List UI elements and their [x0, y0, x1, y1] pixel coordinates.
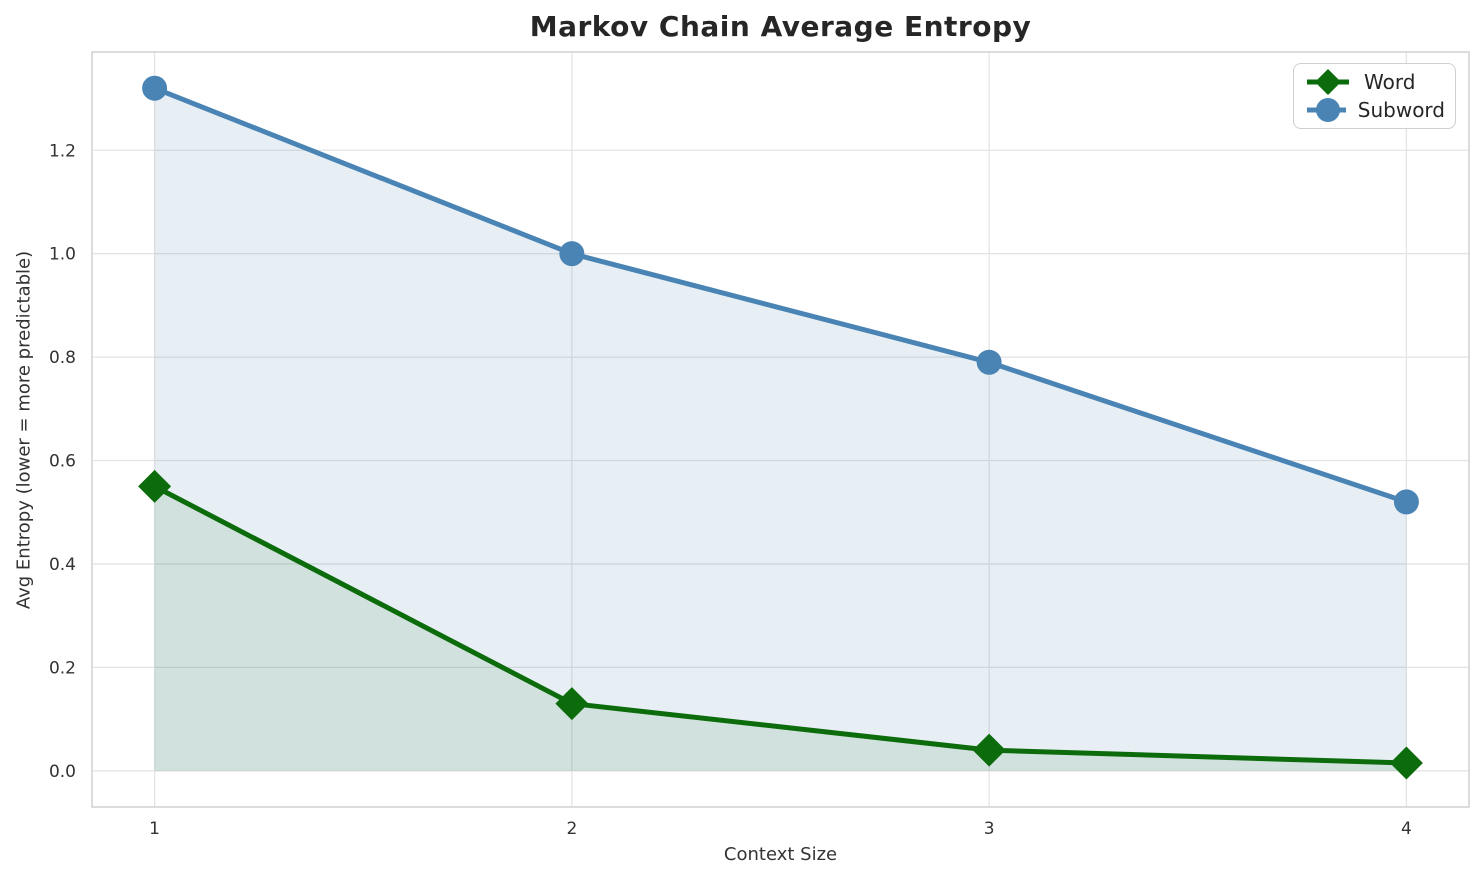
word-marker — [555, 687, 589, 721]
subword-marker — [559, 241, 585, 267]
y-tick-label: 0.0 — [49, 762, 76, 782]
legend-label-subword: Subword — [1357, 98, 1445, 122]
x-tick-label: 4 — [1401, 819, 1412, 839]
subword-circle-icon — [1307, 98, 1346, 122]
x-tick-label: 3 — [984, 819, 995, 839]
word-diamond-icon — [1307, 69, 1349, 95]
y-tick-label: 0.8 — [49, 348, 76, 368]
word-line — [152, 483, 1409, 766]
plot-frame — [91, 51, 1470, 808]
x-axis-label: Context Size — [723, 844, 838, 865]
subword-fill-area — [154, 88, 1407, 771]
chart-title: Markov Chain Average Entropy — [529, 10, 1032, 43]
word-marker — [138, 469, 172, 503]
y-tick-label: 1.0 — [49, 245, 76, 265]
word-diamond-marker — [1315, 69, 1341, 95]
word-fill-area — [154, 486, 1407, 771]
y-tick-label: 0.2 — [49, 658, 76, 678]
y-tick-label: 1.2 — [49, 141, 76, 161]
legend: Word Subword — [1293, 63, 1456, 129]
legend-item-word: Word — [1304, 68, 1445, 96]
y-tick-label: 0.6 — [49, 452, 76, 472]
subword-marker — [142, 75, 168, 101]
legend-label-word: Word — [1364, 70, 1416, 94]
x-tick-label: 2 — [566, 819, 577, 839]
word-marker — [1389, 746, 1423, 780]
subword-line — [152, 85, 1409, 505]
legend-item-subword: Subword — [1304, 96, 1445, 124]
subword-marker — [976, 349, 1002, 375]
word-marker — [972, 733, 1006, 767]
y-tick-label: 0.4 — [49, 555, 76, 575]
y-axis-label: Avg Entropy (lower = more predictable) — [13, 250, 35, 610]
x-tick-label: 1 — [149, 819, 160, 839]
subword-circle-marker — [1316, 98, 1340, 122]
subword-marker — [1393, 489, 1419, 515]
plot-background — [92, 52, 1469, 807]
